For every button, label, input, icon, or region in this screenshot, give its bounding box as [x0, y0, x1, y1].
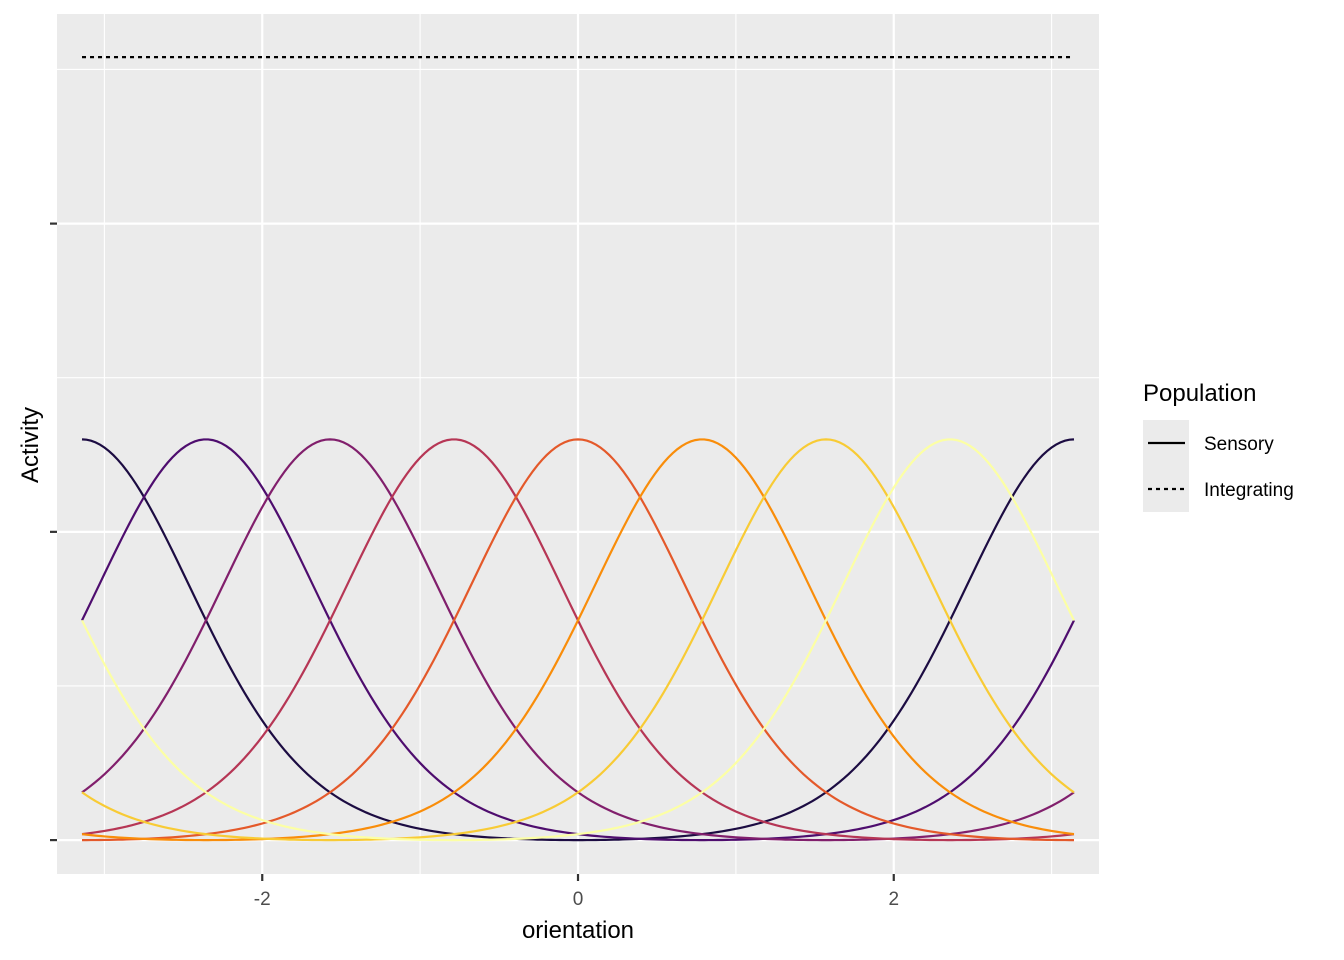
series-line-sensory [82, 438, 1074, 842]
legend: Population Sensory Integrating [1143, 380, 1294, 512]
legend-title: Population [1143, 380, 1256, 407]
legend-label: Integrating [1204, 480, 1294, 501]
series-line-sensory [81, 438, 1075, 842]
legend-keys: Sensory Integrating [1143, 420, 1294, 512]
series-layer [81, 56, 1075, 842]
series-line-sensory [81, 438, 1075, 842]
x-tick-label: 2 [888, 889, 899, 910]
series-line-sensory [81, 438, 1075, 842]
y-axis-title: Activity [17, 407, 44, 483]
y-axis [50, 222, 57, 842]
x-tick-label: 0 [573, 889, 584, 910]
x-axis-title: orientation [522, 917, 634, 944]
x-axis: -2 0 2 [254, 874, 899, 910]
series-line-sensory [81, 438, 1075, 842]
x-tick-label: -2 [254, 889, 271, 910]
legend-label: Sensory [1204, 434, 1274, 455]
